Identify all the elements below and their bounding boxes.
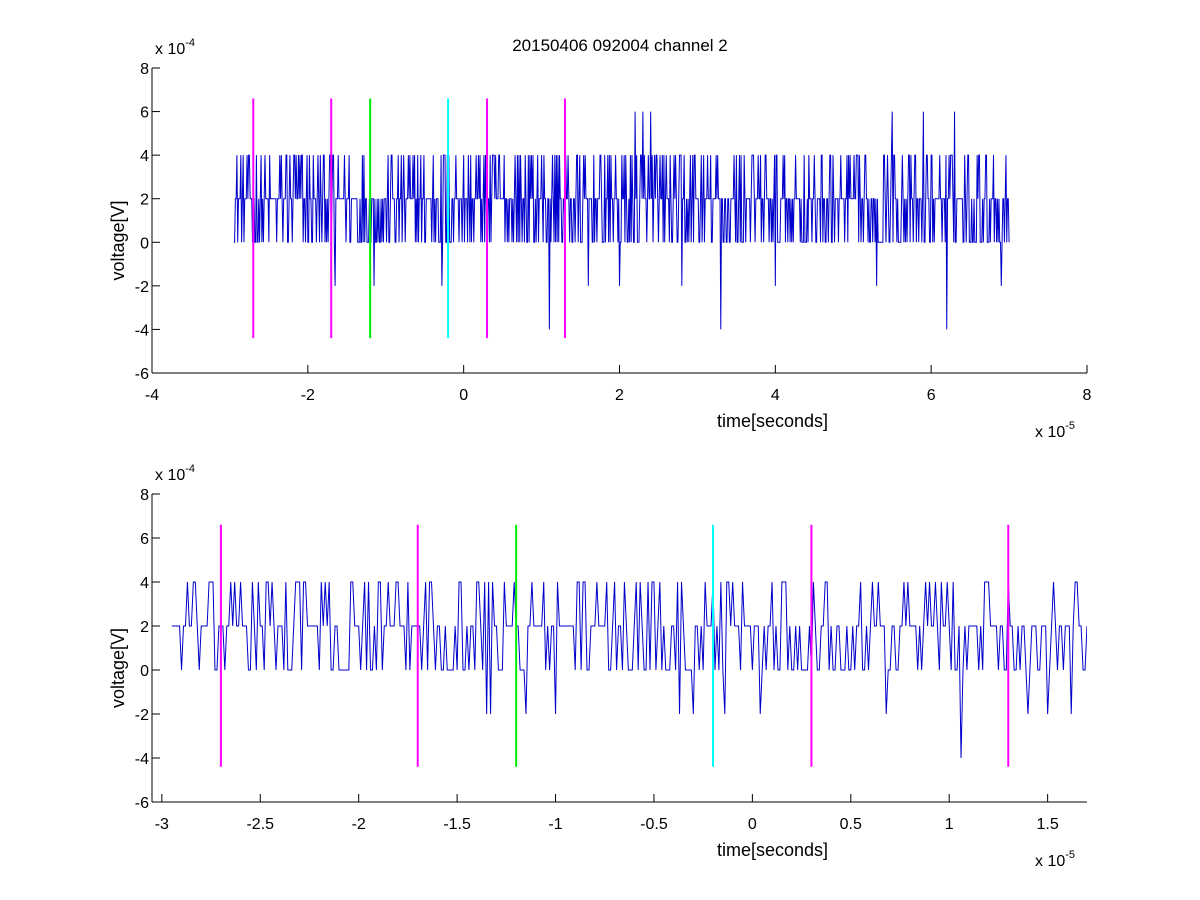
y-tick-label: 6 — [140, 531, 149, 548]
x-axis-label: time[seconds] — [717, 840, 828, 860]
y-tick-label: 2 — [140, 619, 149, 636]
x-multiplier: x 10-5 — [1035, 849, 1075, 870]
y-tick-label: -2 — [135, 279, 149, 296]
y-tick-label: 6 — [140, 105, 149, 122]
signal-line — [171, 581, 1087, 759]
x-tick-label: -0.5 — [640, 816, 668, 833]
x-tick-label: -2 — [352, 816, 366, 833]
x-tick-label: -4 — [145, 387, 159, 404]
x-tick-label: 0 — [459, 387, 468, 404]
x-multiplier-exponent: -5 — [1065, 420, 1075, 432]
x-tick-label: 0 — [748, 816, 757, 833]
y-tick-label: 0 — [140, 235, 149, 252]
y-tick-label: 4 — [140, 148, 149, 165]
x-tick-label: -3 — [155, 816, 169, 833]
y-tick-label: 4 — [140, 575, 149, 592]
y-tick-label: -6 — [135, 795, 149, 812]
y-axis-label: voltage[V] — [108, 628, 128, 708]
x-tick-label: 1 — [945, 816, 954, 833]
x-tick-label: -1 — [548, 816, 562, 833]
y-tick-label: -2 — [135, 707, 149, 724]
y-tick-label: -4 — [135, 322, 149, 339]
x-multiplier: x 10-5 — [1035, 420, 1075, 441]
x-tick-label: 4 — [771, 387, 780, 404]
x-tick-label: 0.5 — [840, 816, 862, 833]
x-axis-label: time[seconds] — [717, 411, 828, 431]
x-tick-label: 6 — [927, 387, 936, 404]
x-multiplier-exponent: -5 — [1065, 849, 1075, 861]
x-tick-label: 1.5 — [1037, 816, 1059, 833]
x-tick-label: 2 — [615, 387, 624, 404]
x-tick-label: -2 — [301, 387, 315, 404]
y-tick-label: 8 — [140, 487, 149, 504]
y-tick-label: 0 — [140, 663, 149, 680]
x-tick-label: -2.5 — [246, 816, 274, 833]
top-plot: -4 -2 0 2 4 6 8 -6 -4 -2 0 2 4 6 8 time[seconds] voltage… — [108, 37, 1092, 441]
y-axis-label: voltage[V] — [108, 200, 128, 280]
y-multiplier: x 10-4 — [155, 463, 195, 484]
signal-line — [233, 111, 1010, 330]
y-tick-label: 8 — [140, 61, 149, 78]
y-tick-label: -4 — [135, 751, 149, 768]
x-tick-label: -1.5 — [443, 816, 471, 833]
y-tick-label: -6 — [135, 366, 149, 383]
y-multiplier-exponent: -4 — [185, 463, 195, 475]
y-tick-label: 2 — [140, 192, 149, 209]
figure-title: 20150406 092004 channel 2 — [512, 36, 728, 55]
y-multiplier-exponent: -4 — [185, 37, 195, 49]
x-tick-label: 8 — [1083, 387, 1092, 404]
bottom-plot: -3 -2.5 -2 -1.5 -1 -0.5 0 0.5 1 1.5 -6 -4 -2 0 2 4 6 8 tim… — [108, 463, 1087, 870]
y-multiplier: x 10-4 — [155, 37, 195, 58]
